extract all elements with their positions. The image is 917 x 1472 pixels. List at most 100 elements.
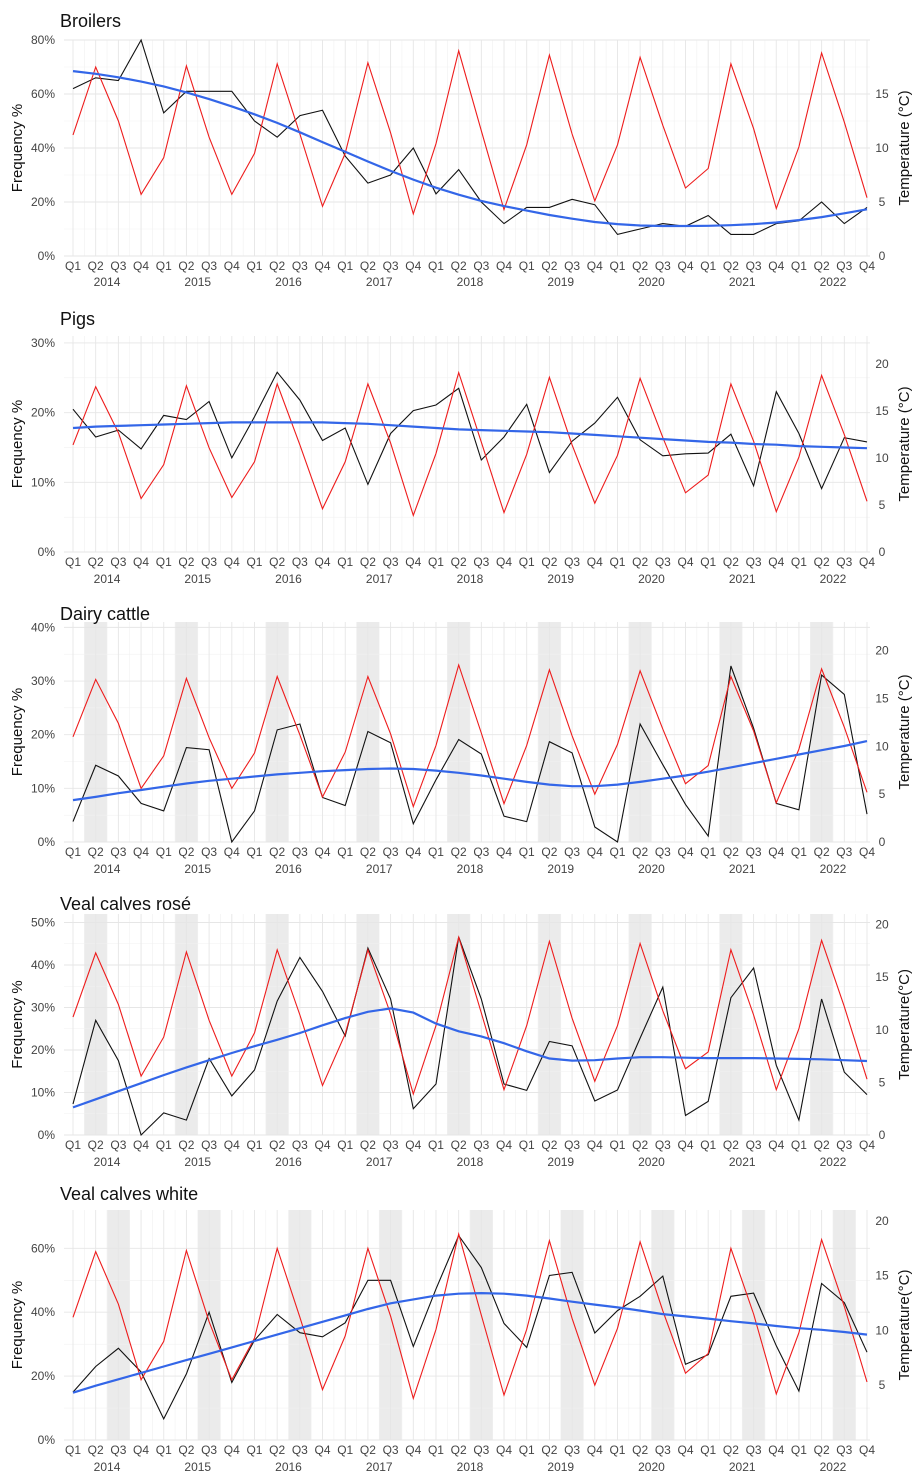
x-tick-label: Q2 [178, 1443, 194, 1457]
x-tick-label: Q2 [451, 555, 467, 569]
x-year-label: 2014 [94, 1460, 121, 1472]
x-tick-label: Q4 [224, 259, 240, 273]
x-tick-label: Q3 [383, 845, 399, 859]
x-tick-label: Q4 [587, 1138, 603, 1152]
x-tick-label: Q2 [723, 555, 739, 569]
x-tick-label: Q4 [224, 1443, 240, 1457]
x-tick-label: Q1 [246, 555, 262, 569]
x-tick-label: Q4 [315, 555, 331, 569]
x-tick-label: Q3 [292, 1138, 308, 1152]
x-tick-label: Q4 [496, 259, 512, 273]
y2-tick-label: 0 [879, 1128, 886, 1142]
x-tick-label: Q1 [519, 845, 535, 859]
x-tick-label: Q4 [859, 555, 875, 569]
x-tick-label: Q3 [746, 555, 762, 569]
y2-tick-label: 15 [875, 404, 889, 418]
x-tick-label: Q2 [814, 1138, 830, 1152]
x-tick-label: Q2 [269, 845, 285, 859]
x-tick-label: Q1 [609, 845, 625, 859]
y2-tick-label: 10 [875, 141, 889, 155]
x-tick-label: Q1 [246, 1443, 262, 1457]
x-tick-label: Q4 [859, 845, 875, 859]
x-tick-label: Q3 [473, 1138, 489, 1152]
x-tick-label: Q2 [360, 555, 376, 569]
x-year-label: 2018 [457, 1460, 484, 1472]
x-tick-label: Q1 [246, 259, 262, 273]
x-year-label: 2016 [275, 572, 302, 586]
x-tick-label: Q2 [269, 1443, 285, 1457]
x-tick-label: Q3 [110, 555, 126, 569]
x-tick-label: Q2 [178, 555, 194, 569]
x-year-label: 2019 [547, 1460, 574, 1472]
y2-axis-label: Temperature (°C) [896, 90, 913, 205]
x-year-label: 2021 [729, 572, 756, 586]
x-tick-label: Q2 [541, 555, 557, 569]
x-tick-label: Q1 [156, 845, 172, 859]
y-tick-label: 40% [31, 958, 55, 972]
x-tick-label: Q3 [836, 1443, 852, 1457]
x-tick-label: Q3 [201, 845, 217, 859]
x-tick-label: Q2 [451, 1138, 467, 1152]
chart-panel-5: 0% 20% 40% 60% 5 10 15 20 Q1 Q2 Q3 Q4 Q1 Q2 Q3 Q4 Q1 Q2 Q3… [9, 1184, 913, 1472]
x-tick-label: Q3 [655, 555, 671, 569]
x-tick-label: Q3 [110, 259, 126, 273]
x-tick-label: Q3 [564, 1138, 580, 1152]
y-tick-label: 20% [31, 406, 55, 420]
y-tick-label: 30% [31, 336, 55, 350]
trend-line [72, 740, 868, 802]
chart-panel-1: 0% 20% 40% 60% 80% 0 5 10 15 Q1 Q2 Q3 Q4 Q1 Q2 Q3 Q4 Q1 Q2… [9, 11, 913, 289]
x-tick-label: Q2 [88, 1443, 104, 1457]
x-tick-label: Q4 [768, 259, 784, 273]
y-tick-label: 40% [31, 1305, 55, 1319]
x-tick-label: Q4 [678, 259, 694, 273]
y-axis-label: Frequency % [9, 980, 26, 1068]
y2-axis-label: Temperature(°C) [896, 1269, 913, 1380]
x-tick-label: Q2 [541, 1443, 557, 1457]
x-tick-label: Q4 [678, 1138, 694, 1152]
trend-line [72, 421, 868, 450]
x-tick-label: Q1 [65, 845, 81, 859]
x-year-label: 2019 [547, 1155, 574, 1169]
x-tick-label: Q4 [133, 1443, 149, 1457]
x-tick-label: Q2 [632, 259, 648, 273]
x-tick-label: Q3 [836, 1138, 852, 1152]
y-tick-label: 10% [31, 1086, 55, 1100]
trend-line [72, 1007, 868, 1109]
x-year-label: 2019 [547, 572, 574, 586]
x-year-label: 2020 [638, 1155, 665, 1169]
x-tick-label: Q1 [519, 259, 535, 273]
x-year-label: 2014 [94, 572, 121, 586]
x-tick-label: Q3 [746, 259, 762, 273]
chart-panel-4: 0% 10% 20% 30% 40% 50% 0 5 10 15 20 Q1 Q2 Q3 Q4 Q1 Q2 Q3 Q… [9, 894, 913, 1169]
x-tick-label: Q2 [814, 259, 830, 273]
x-tick-label: Q3 [292, 1443, 308, 1457]
y-axis-label: Frequency % [9, 400, 26, 488]
x-tick-label: Q2 [451, 1443, 467, 1457]
y2-axis-label: Temperature (°C) [896, 386, 913, 501]
x-tick-label: Q4 [224, 555, 240, 569]
x-tick-label: Q4 [768, 1138, 784, 1152]
y-tick-label: 20% [31, 1369, 55, 1383]
x-tick-label: Q1 [246, 1138, 262, 1152]
x-tick-label: Q3 [110, 1443, 126, 1457]
x-tick-label: Q3 [201, 259, 217, 273]
x-tick-label: Q1 [791, 555, 807, 569]
y-axis-label: Frequency % [9, 104, 26, 192]
x-tick-label: Q2 [269, 259, 285, 273]
x-tick-label: Q4 [678, 555, 694, 569]
y-tick-label: 40% [31, 141, 55, 155]
y2-axis-label: Temperature(°C) [896, 969, 913, 1080]
y2-tick-label: 5 [879, 1075, 886, 1089]
x-year-label: 2020 [638, 275, 665, 289]
x-tick-label: Q4 [224, 845, 240, 859]
y-axis-label: Frequency % [9, 688, 26, 776]
y2-tick-label: 20 [875, 357, 889, 371]
y-tick-label: 40% [31, 620, 55, 634]
x-tick-label: Q3 [746, 845, 762, 859]
x-tick-label: Q1 [337, 259, 353, 273]
x-tick-label: Q3 [201, 1443, 217, 1457]
x-tick-label: Q4 [315, 1443, 331, 1457]
x-tick-label: Q2 [451, 845, 467, 859]
x-year-label: 2017 [366, 1155, 393, 1169]
